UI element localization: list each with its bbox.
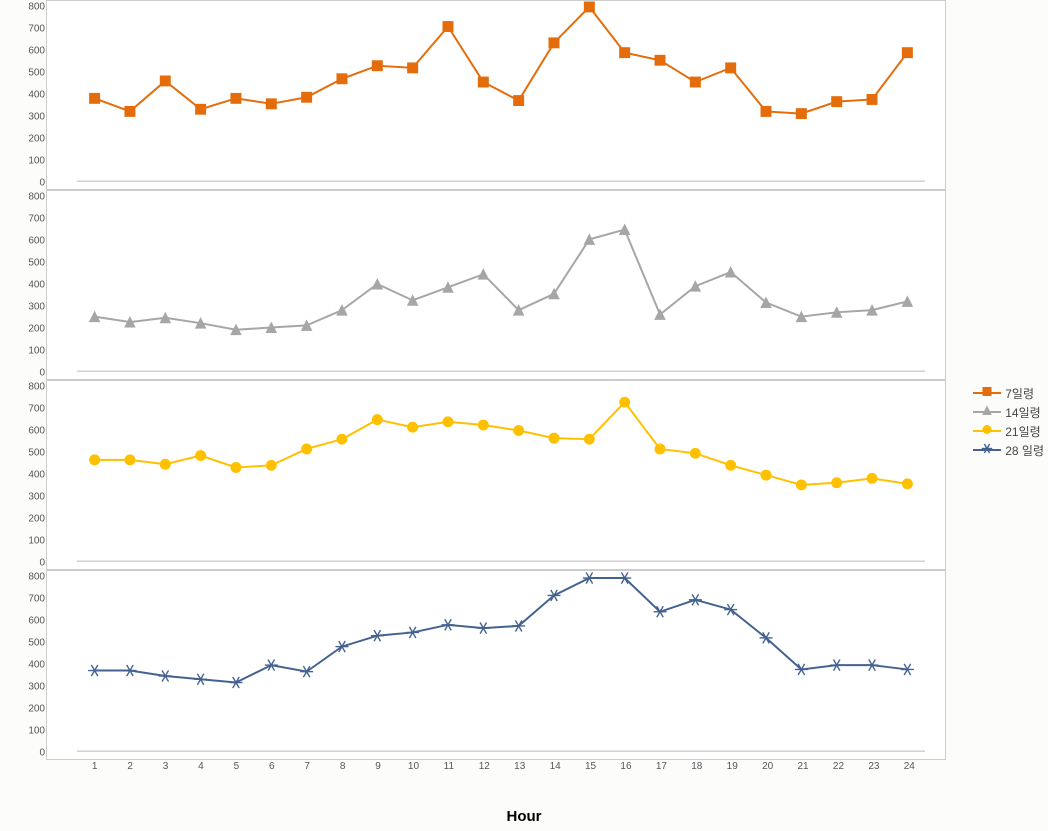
series-line <box>95 230 908 330</box>
legend-label: 28 일령 <box>1005 442 1044 459</box>
y-ticks: 0 100 200 300 400 500 600 700 800 <box>17 1 45 189</box>
chart-panel: 0100200300400500600700800 <box>46 190 946 380</box>
y-tick-label: 600 <box>17 46 45 57</box>
y-tick-label: 800 <box>17 572 45 583</box>
y-tick-label: 600 <box>17 616 45 627</box>
x-tick-label: 9 <box>375 761 381 772</box>
x-tick-label: 11 <box>444 761 454 772</box>
x-tick-label: 10 <box>408 761 419 772</box>
y-ticks: 0 100 200 300 400 500 600 700 800 <box>17 191 45 379</box>
series-line <box>95 7 908 114</box>
panel-plot <box>47 191 945 379</box>
y-tick-label: 200 <box>17 324 45 335</box>
chart-container: Pixcel/(4days *100) Hour 010020030040050… <box>0 0 1048 831</box>
legend-marker <box>973 386 1001 400</box>
y-tick-label: 100 <box>17 156 45 167</box>
x-tick-label: 23 <box>868 761 879 772</box>
y-tick-label: 700 <box>17 214 45 225</box>
x-tick-label: 16 <box>620 761 631 772</box>
y-tick-label: 600 <box>17 426 45 437</box>
y-tick-label: 100 <box>17 346 45 357</box>
y-tick-label: 300 <box>17 112 45 123</box>
y-tick-label: 800 <box>17 192 45 203</box>
x-tick-label: 12 <box>479 761 490 772</box>
x-tick-label: 19 <box>727 761 738 772</box>
x-tick-label: 22 <box>833 761 844 772</box>
y-tick-label: 200 <box>17 704 45 715</box>
legend-marker <box>973 405 1001 419</box>
legend-item: 21일령 <box>973 423 1044 439</box>
y-tick-label: 300 <box>17 682 45 693</box>
y-tick-label: 100 <box>17 536 45 547</box>
x-tick-label: 2 <box>127 761 133 772</box>
x-tick-label: 4 <box>198 761 204 772</box>
y-tick-label: 500 <box>17 448 45 459</box>
series-line <box>95 402 908 485</box>
x-tick-label: 18 <box>691 761 702 772</box>
legend-marker <box>973 443 1001 457</box>
y-tick-label: 500 <box>17 68 45 79</box>
x-tick-label: 1 <box>92 761 98 772</box>
x-tick-label: 20 <box>762 761 773 772</box>
legend-item: 14일령 <box>973 404 1044 420</box>
x-tick-label: 6 <box>269 761 275 772</box>
y-tick-label: 400 <box>17 280 45 291</box>
y-tick-label: 400 <box>17 470 45 481</box>
y-tick-label: 100 <box>17 726 45 737</box>
y-tick-label: 400 <box>17 660 45 671</box>
y-tick-label: 300 <box>17 492 45 503</box>
x-tick-label: 7 <box>304 761 310 772</box>
panel-plot <box>47 1 945 189</box>
y-tick-label: 800 <box>17 2 45 13</box>
chart-panel: 0100200300400500600700800 12345678910111… <box>46 570 946 760</box>
chart-panel: 0100200300400500600700800 <box>46 380 946 570</box>
y-tick-label: 700 <box>17 24 45 35</box>
legend-label: 7일령 <box>1005 385 1034 402</box>
legend-item: 28 일령 <box>973 442 1044 458</box>
y-tick-label: 800 <box>17 382 45 393</box>
chart-panel: 0100200300400500600700800 <box>46 0 946 190</box>
x-ticks: 123456789101112131415161718192021222324 <box>47 761 945 775</box>
y-tick-label: 400 <box>17 90 45 101</box>
x-tick-label: 5 <box>234 761 240 772</box>
y-tick-label: 0 <box>17 748 45 759</box>
y-tick-label: 200 <box>17 514 45 525</box>
x-axis-title: Hour <box>507 808 542 825</box>
x-tick-label: 14 <box>550 761 561 772</box>
y-tick-label: 200 <box>17 134 45 145</box>
legend-label: 14일령 <box>1005 404 1040 421</box>
y-tick-label: 0 <box>17 558 45 569</box>
legend-label: 21일령 <box>1005 423 1040 440</box>
y-tick-label: 500 <box>17 258 45 269</box>
x-tick-label: 17 <box>656 761 667 772</box>
y-tick-label: 0 <box>17 368 45 379</box>
x-tick-label: 21 <box>797 761 808 772</box>
y-ticks: 0 100 200 300 400 500 600 700 800 <box>17 571 45 759</box>
y-tick-label: 500 <box>17 638 45 649</box>
panel-plot <box>47 381 945 569</box>
y-tick-label: 700 <box>17 594 45 605</box>
legend-item: 7일령 <box>973 385 1044 401</box>
x-tick-label: 24 <box>904 761 915 772</box>
legend-marker <box>973 424 1001 438</box>
y-tick-label: 600 <box>17 236 45 247</box>
y-tick-label: 300 <box>17 302 45 313</box>
x-tick-label: 13 <box>514 761 525 772</box>
x-tick-label: 15 <box>585 761 596 772</box>
y-tick-label: 0 <box>17 178 45 189</box>
y-tick-label: 700 <box>17 404 45 415</box>
x-tick-label: 3 <box>163 761 169 772</box>
series-line <box>95 578 908 682</box>
y-ticks: 0 100 200 300 400 500 600 700 800 <box>17 381 45 569</box>
x-tick-label: 8 <box>340 761 346 772</box>
panel-plot <box>47 571 945 759</box>
legend: 7일령 14일령 21일령 28 일령 <box>973 385 1044 461</box>
chart-panels: 0100200300400500600700800 01002003004005… <box>46 0 946 810</box>
